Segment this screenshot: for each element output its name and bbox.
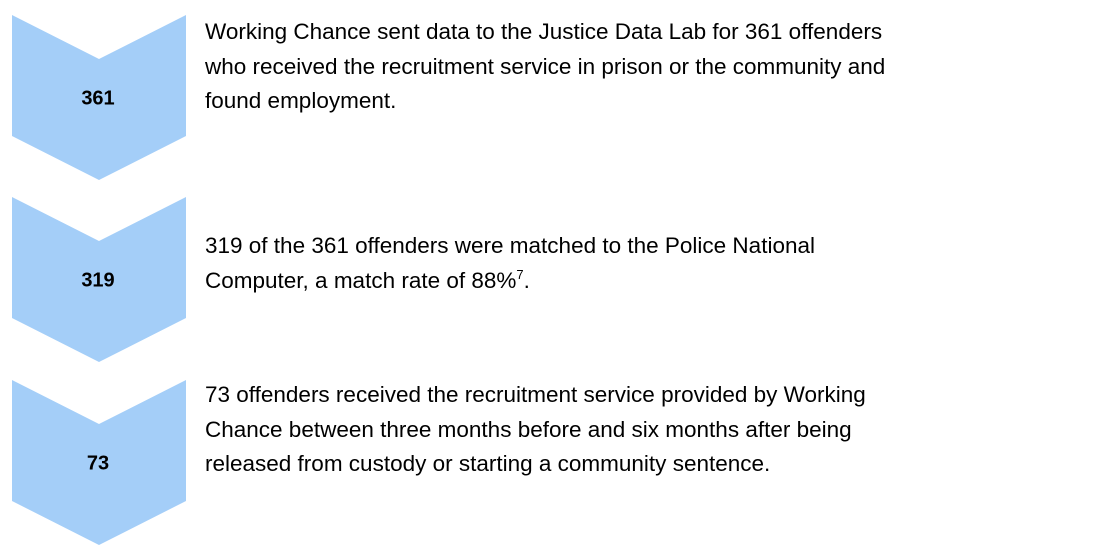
step-number: 73	[87, 452, 109, 474]
text-fragment: .	[523, 267, 530, 293]
chevron	[12, 380, 186, 545]
step-description: 73 offenders received the recruitment se…	[205, 378, 866, 482]
step-number: 319	[81, 269, 114, 291]
text-line: found employment.	[205, 88, 397, 113]
text-line: released from custody or starting a comm…	[205, 451, 771, 476]
text-line: 73 offenders received the recruitment se…	[205, 382, 866, 407]
text-line: Chance between three months before and s…	[205, 416, 852, 442]
text-line: who received the recruitment service in …	[205, 53, 886, 79]
step-number: 361	[81, 87, 114, 109]
footnote-ref: 7	[516, 266, 524, 282]
step-description: Working Chance sent data to the Justice …	[205, 15, 885, 119]
text-fragment: Computer, a match rate of 88%	[205, 267, 517, 293]
text-line: Computer, a match rate of 88%7.	[205, 264, 815, 299]
text-line: Working Chance sent data to the Justice …	[205, 19, 883, 44]
chevron	[12, 197, 186, 362]
step-description: 319 of the 361 offenders were matched to…	[205, 229, 815, 298]
text-line: 319 of the 361 offenders were matched to…	[205, 233, 815, 258]
chevron	[12, 15, 186, 180]
